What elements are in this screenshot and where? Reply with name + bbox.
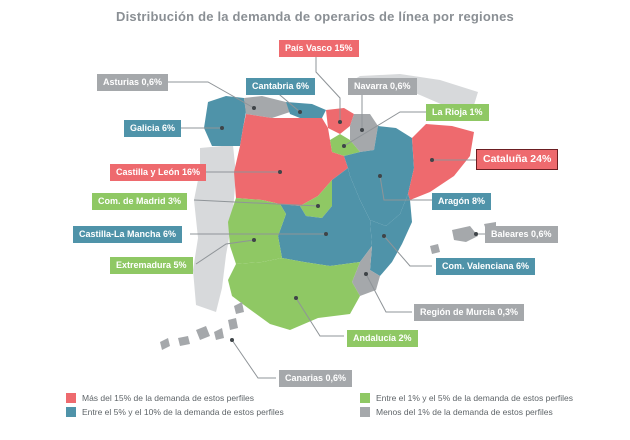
legend-item-red: Más del 15% de la demanda de estos perfi… bbox=[66, 392, 254, 403]
legend-item-gray: Menos del 1% de la demanda de estos perf… bbox=[360, 406, 553, 417]
label-castilla-y-leon: Castilla y León 16% bbox=[110, 164, 207, 181]
region-galicia bbox=[204, 96, 246, 146]
france-shape bbox=[350, 74, 478, 118]
legend-swatch-red bbox=[66, 392, 76, 403]
region-murcia bbox=[352, 246, 380, 296]
label-asturias: Asturias 0,6% bbox=[97, 74, 169, 91]
dot-valenciana bbox=[382, 234, 386, 238]
region-cataluna bbox=[408, 124, 474, 200]
dot-castilla-la-mancha bbox=[324, 232, 328, 236]
region-madrid bbox=[300, 180, 332, 218]
region-baleares-ibiza bbox=[430, 244, 440, 254]
region-canarias-6 bbox=[234, 302, 244, 314]
leader-andalucia bbox=[295, 297, 344, 337]
leader-extremadura bbox=[195, 239, 255, 265]
legend-swatch-gray bbox=[360, 406, 370, 417]
label-castilla-la-mancha: Castilla-La Mancha 6% bbox=[73, 226, 183, 243]
region-canarias-1 bbox=[160, 338, 170, 350]
dot-murcia bbox=[364, 272, 368, 276]
region-andalucia bbox=[228, 258, 360, 330]
leader-valenciana bbox=[383, 235, 432, 267]
label-galicia: Galicia 6% bbox=[124, 120, 182, 137]
dot-andalucia bbox=[294, 296, 298, 300]
label-la-rioja: La Rioja 1% bbox=[426, 104, 489, 121]
legend-item-green: Entre el 1% y el 5% de la demanda de est… bbox=[360, 392, 573, 403]
dot-asturias bbox=[252, 106, 256, 110]
region-baleares bbox=[452, 226, 478, 242]
dot-navarra bbox=[360, 128, 364, 132]
dot-pais-vasco bbox=[338, 120, 342, 124]
region-castilla-y-leon bbox=[234, 114, 348, 206]
dot-cataluna bbox=[430, 158, 434, 162]
region-cantabria bbox=[286, 102, 326, 118]
dot-baleares bbox=[474, 232, 478, 236]
region-canarias-3 bbox=[196, 326, 210, 340]
region-canarias-2 bbox=[178, 336, 190, 346]
region-asturias bbox=[244, 96, 290, 118]
label-cataluna: Cataluña 24% bbox=[475, 149, 559, 170]
region-navarra bbox=[350, 114, 378, 152]
leader-madrid bbox=[193, 199, 319, 207]
region-castilla-la-mancha bbox=[278, 168, 372, 266]
label-pais-vasco: País Vasco 15% bbox=[279, 40, 359, 57]
dot-cantabria bbox=[298, 110, 302, 114]
map-title: Distribución de la demanda de operarios … bbox=[116, 9, 514, 24]
region-canarias-5 bbox=[228, 318, 238, 330]
dot-canarias bbox=[230, 338, 234, 342]
label-cantabria: Cantabria 6% bbox=[246, 78, 316, 95]
label-baleares: Baleares 0,6% bbox=[485, 226, 558, 243]
dot-galicia bbox=[220, 126, 224, 130]
dot-madrid bbox=[316, 204, 320, 208]
region-canarias-4 bbox=[214, 328, 224, 340]
legend-swatch-blue bbox=[66, 406, 76, 417]
leader-canarias bbox=[231, 339, 276, 379]
dot-extremadura bbox=[252, 238, 256, 242]
legend-text-red: Más del 15% de la demanda de estos perfi… bbox=[82, 392, 254, 403]
label-extremadura: Extremadura 5% bbox=[110, 257, 193, 274]
label-com-de-madrid: Com. de Madrid 3% bbox=[92, 193, 188, 210]
label-region-de-murcia: Región de Murcia 0,3% bbox=[414, 304, 525, 321]
leader-asturias bbox=[168, 81, 255, 109]
leader-murcia bbox=[365, 273, 412, 313]
leader-pais-vasco bbox=[315, 48, 341, 122]
legend-text-green: Entre el 1% y el 5% de la demanda de est… bbox=[376, 392, 574, 403]
leader-la-rioja bbox=[343, 111, 426, 147]
legend-text-gray: Menos del 1% de la demanda de estos perf… bbox=[376, 406, 553, 417]
dot-castilla-leon bbox=[278, 170, 282, 174]
label-andalucia: Andalucía 2% bbox=[347, 330, 418, 347]
label-navarra: Navarra 0,6% bbox=[348, 78, 417, 95]
legend-item-blue: Entre el 5% y el 10% de la demanda de es… bbox=[66, 406, 284, 417]
portugal-shape bbox=[193, 145, 236, 312]
region-extremadura bbox=[228, 198, 286, 264]
region-valenciana bbox=[370, 194, 412, 276]
leader-aragon bbox=[379, 175, 432, 201]
label-com-valenciana: Com. Valenciana 6% bbox=[436, 258, 536, 275]
dot-la-rioja bbox=[342, 144, 346, 148]
legend-swatch-green bbox=[360, 392, 370, 403]
dot-aragon bbox=[378, 174, 382, 178]
label-canarias: Canarias 0,6% bbox=[279, 370, 353, 387]
legend-text-blue: Entre el 5% y el 10% de la demanda de es… bbox=[82, 406, 284, 417]
label-aragon: Aragón 8% bbox=[432, 193, 492, 210]
